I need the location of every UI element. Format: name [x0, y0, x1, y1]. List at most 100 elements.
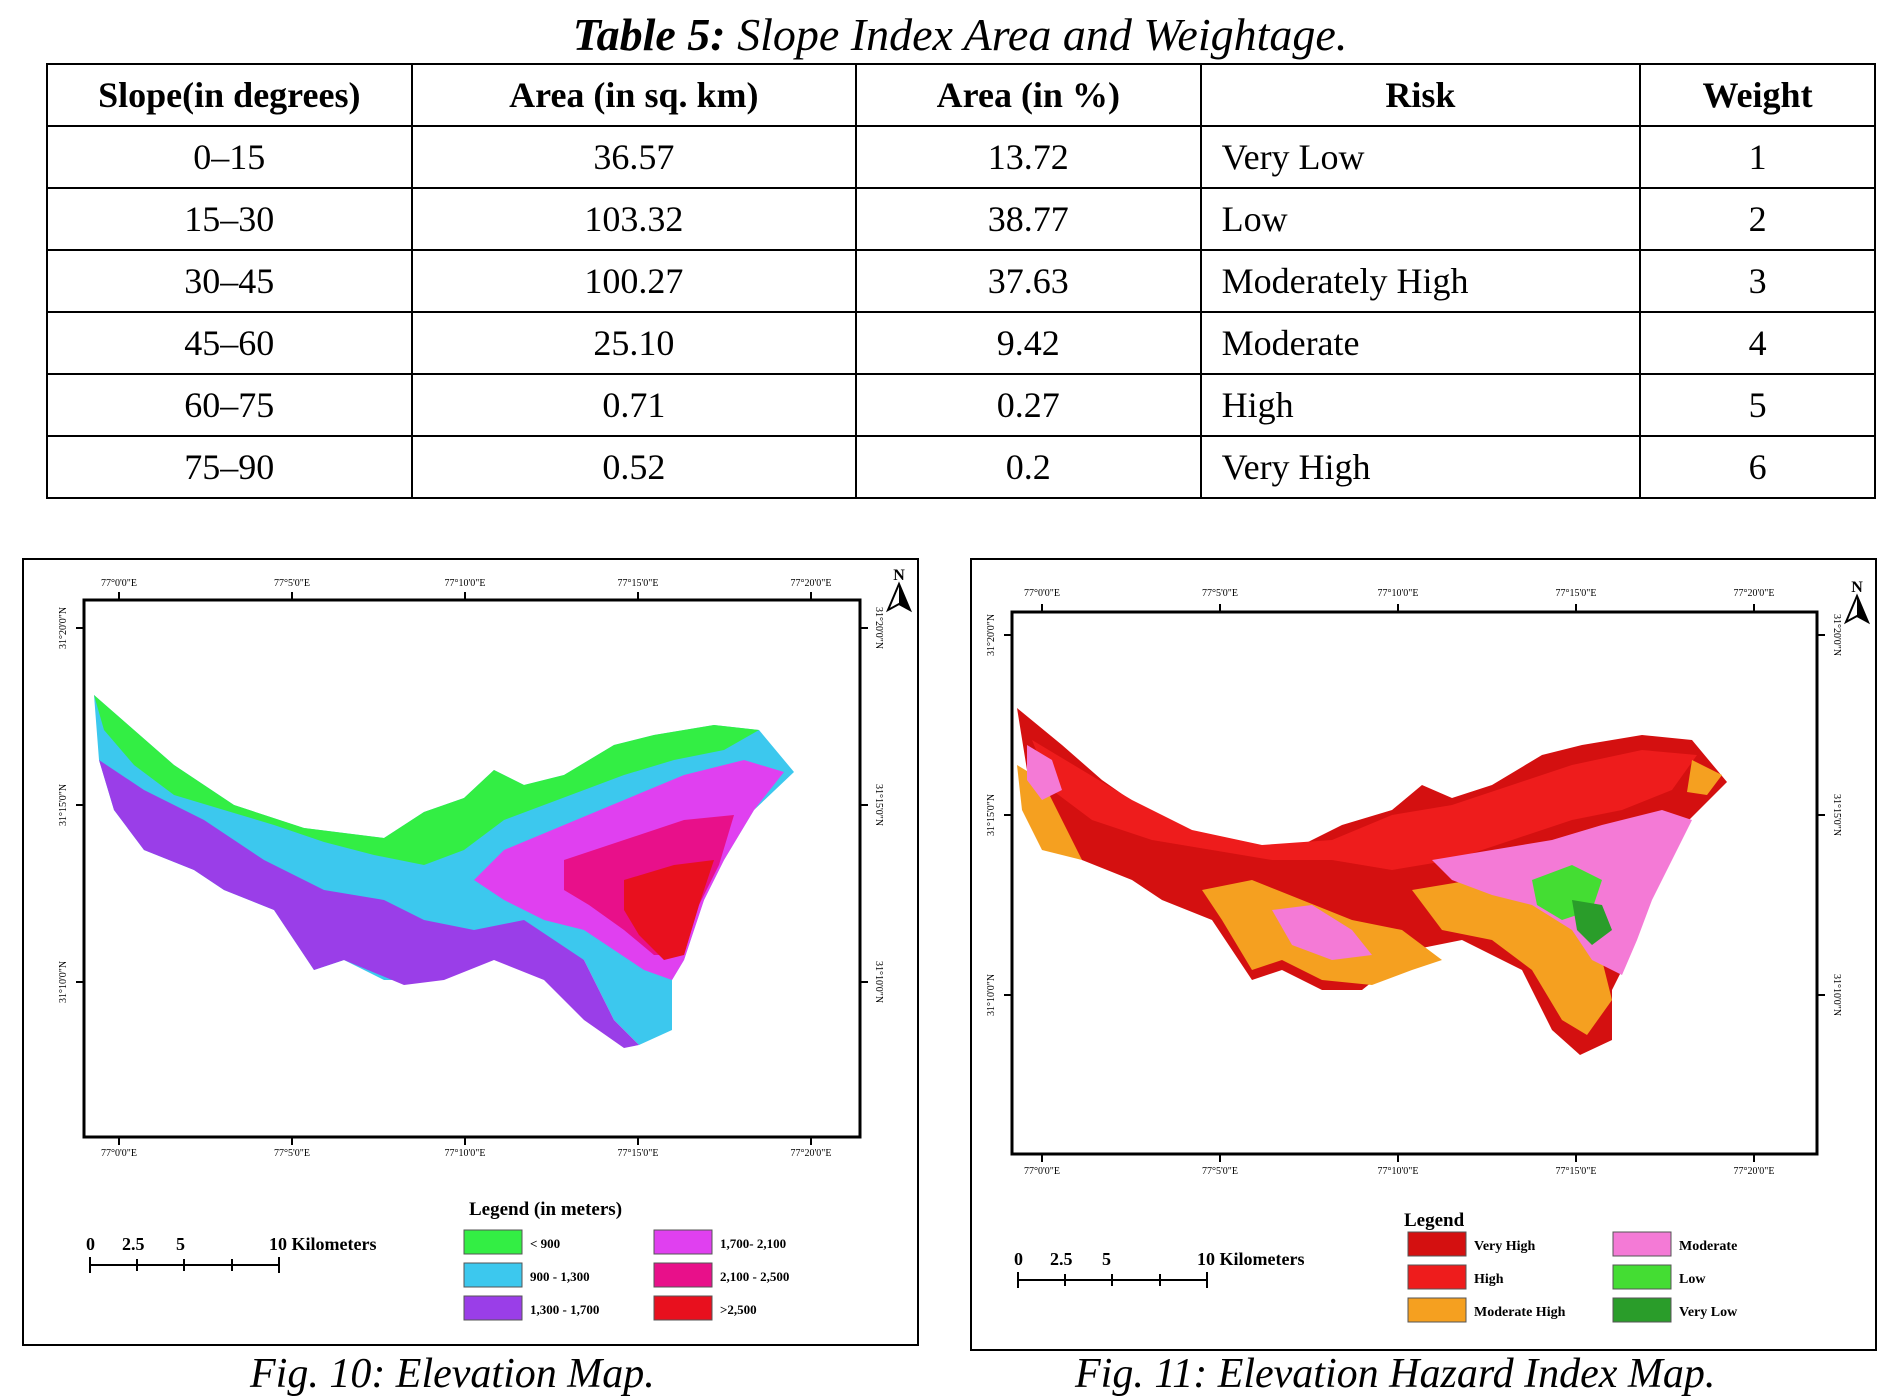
table-cell: 60–75 [46, 373, 413, 437]
table-cell: 5 [1639, 373, 1876, 437]
legend-label: 1,700- 2,100 [720, 1236, 786, 1251]
elevation-legend: Legend (in meters) [469, 1199, 622, 1220]
table-cell: 0–15 [46, 125, 413, 189]
lon-tick-label: 77°15'0"E [618, 578, 659, 589]
header-cell: Area (in %) [855, 63, 1202, 127]
scale-number: 5 [176, 1234, 185, 1254]
table-row: 15–30 103.32 38.77 Low 2 [46, 187, 1876, 251]
elevation-map-figure: 77°0'0"E 77°5'0"E 77°10'0"E 77°15'0"E 77… [22, 558, 919, 1346]
table-cell: 1 [1639, 125, 1876, 189]
table-row: 45–60 25.10 9.42 Moderate 4 [46, 311, 1876, 375]
table-cell: 4 [1639, 311, 1876, 375]
legend-label: Very Low [1679, 1305, 1738, 1320]
lon-tick-label: 77°15'0"E [1556, 588, 1597, 599]
table-cell: 6 [1639, 435, 1876, 499]
lon-tick-label: 77°10'0"E [445, 578, 486, 589]
lon-tick-label: 77°10'0"E [1378, 588, 1419, 599]
table-header-row: Slope(in degrees) Area (in sq. km) Area … [46, 63, 1876, 127]
lon-tick-label: 77°0'0"E [101, 578, 137, 589]
lat-tick-label: 31°20'0"N [1831, 614, 1842, 656]
lat-tick-label: 31°20'0"N [873, 607, 884, 649]
lat-tick-label: 31°10'0"N [1831, 974, 1842, 1016]
svg-text:N: N [893, 567, 905, 584]
lon-tick-label: 77°0'0"E [1024, 1166, 1060, 1177]
lon-tick-label: 77°20'0"E [1734, 1166, 1775, 1177]
table-row: 0–15 36.57 13.72 Very Low 1 [46, 125, 1876, 189]
legend-swatch [653, 1295, 713, 1321]
north-arrow-icon: N [885, 567, 913, 613]
lat-tick-label: 31°15'0"N [58, 784, 69, 826]
table-cell: 37.63 [855, 249, 1202, 313]
legend-title: Legend (in meters) [469, 1199, 622, 1220]
figure-11-caption: Fig. 11: Elevation Hazard Index Map. [1075, 1351, 1716, 1397]
svg-text:N: N [1851, 579, 1863, 596]
table-cell: 0.71 [410, 373, 858, 437]
elevation-map-svg: 77°0'0"E 77°5'0"E 77°10'0"E 77°15'0"E 77… [58, 567, 913, 1321]
slope-index-table: Slope(in degrees) Area (in sq. km) Area … [46, 63, 1876, 499]
table-cell: 45–60 [46, 311, 413, 375]
lat-tick-label: 31°20'0"N [58, 607, 69, 649]
scale-number: 2.5 [122, 1234, 145, 1254]
lon-tick-label: 77°0'0"E [101, 1148, 137, 1159]
lat-tick-label: 31°10'0"N [58, 961, 69, 1003]
scale-number: 0 [1014, 1249, 1023, 1269]
legend-title: Legend [1404, 1210, 1465, 1231]
table-cell: Very Low [1199, 125, 1642, 189]
lon-tick-label: 77°15'0"E [618, 1148, 659, 1159]
scale-number: 2.5 [1050, 1249, 1073, 1269]
legend-swatch [463, 1262, 523, 1288]
table-cell: 36.57 [410, 125, 858, 189]
table-caption: Table 5: Slope Index Area and Weightage. [0, 8, 1897, 61]
legend-label: >2,500 [720, 1302, 757, 1317]
table-cell: 38.77 [855, 187, 1202, 251]
table-cell: High [1199, 373, 1642, 437]
table-caption-text: Slope Index Area and Weightage. [725, 9, 1348, 60]
legend-label: 2,100 - 2,500 [720, 1269, 789, 1284]
scale-number: 10 Kilometers [1197, 1249, 1304, 1269]
table-row: 75–90 0.52 0.2 Very High 6 [46, 435, 1876, 499]
lon-tick-label: 77°20'0"E [791, 578, 832, 589]
table-cell: 3 [1639, 249, 1876, 313]
lon-tick-label: 77°15'0"E [1556, 1166, 1597, 1177]
legend-swatch [1612, 1264, 1672, 1290]
scale-bar [89, 1257, 280, 1273]
legend-swatch [1407, 1264, 1467, 1290]
north-arrow-icon: N [1843, 579, 1871, 625]
figure-10-caption: Fig. 10: Elevation Map. [250, 1351, 655, 1397]
lon-tick-label: 77°20'0"E [791, 1148, 832, 1159]
lon-tick-label: 77°20'0"E [1734, 588, 1775, 599]
table-cell: 100.27 [410, 249, 858, 313]
lon-tick-label: 77°5'0"E [274, 578, 310, 589]
legend-label: Very High [1474, 1239, 1536, 1254]
table-cell: 103.32 [410, 187, 858, 251]
header-cell: Slope(in degrees) [46, 63, 413, 127]
lon-tick-label: 77°5'0"E [1202, 1166, 1238, 1177]
legend-swatch [1407, 1231, 1467, 1257]
legend-label: Moderate [1679, 1239, 1737, 1254]
table-cell: 13.72 [855, 125, 1202, 189]
scale-bar [1017, 1272, 1208, 1288]
lat-tick-label: 31°15'0"N [873, 784, 884, 826]
scale-number: 10 Kilometers [269, 1234, 376, 1254]
lat-tick-label: 31°15'0"N [986, 794, 997, 836]
legend-label: 1,300 - 1,700 [530, 1302, 599, 1317]
table-cell: Moderate [1199, 311, 1642, 375]
table-cell: Moderately High [1199, 249, 1642, 313]
legend-label: 900 - 1,300 [530, 1269, 590, 1284]
scale-number: 0 [86, 1234, 95, 1254]
legend-swatch [463, 1229, 523, 1255]
lon-tick-label: 77°5'0"E [274, 1148, 310, 1159]
table-cell: Very High [1199, 435, 1642, 499]
header-cell: Weight [1639, 63, 1876, 127]
table-cell: 0.2 [855, 435, 1202, 499]
legend-swatch [463, 1295, 523, 1321]
table-cell: 75–90 [46, 435, 413, 499]
legend-label: High [1474, 1272, 1504, 1287]
table-row: 60–75 0.71 0.27 High 5 [46, 373, 1876, 437]
lat-tick-label: 31°20'0"N [986, 614, 997, 656]
legend-swatch [653, 1262, 713, 1288]
table-cell: 15–30 [46, 187, 413, 251]
elevation-hazard-map-figure: 77°0'0"E 77°5'0"E 77°10'0"E 77°15'0"E 77… [970, 558, 1877, 1351]
lon-tick-label: 77°5'0"E [1202, 588, 1238, 599]
lon-tick-label: 77°10'0"E [1378, 1166, 1419, 1177]
